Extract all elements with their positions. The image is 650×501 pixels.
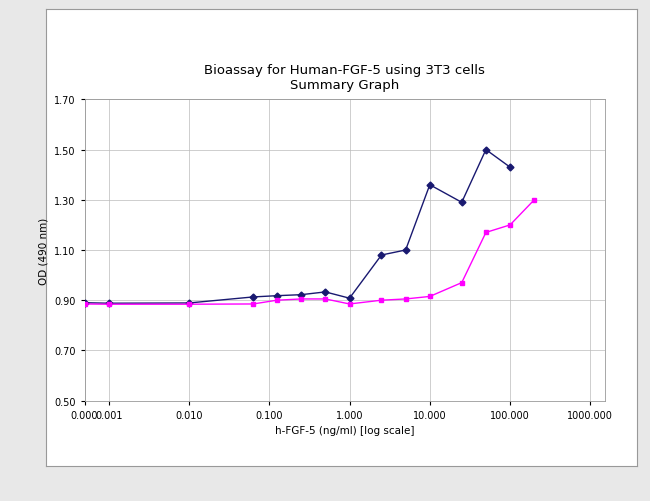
Human FGF-5; PeproTech; Cat# 100-34 <box>273 293 281 299</box>
Human FGF-5; PeproTech; Cat# 100-34 <box>81 300 88 306</box>
Human FGF-5; Competitor <box>506 222 514 228</box>
Human FGF-5; PeproTech; Cat# 100-34 <box>378 253 385 259</box>
Human FGF-5; PeproTech; Cat# 100-34 <box>458 200 465 206</box>
Title: Bioassay for Human-FGF-5 using 3T3 cells
Summary Graph: Bioassay for Human-FGF-5 using 3T3 cells… <box>204 64 485 92</box>
Human FGF-5; Competitor <box>458 280 465 286</box>
Human FGF-5; Competitor <box>105 302 112 308</box>
Human FGF-5; Competitor <box>530 197 538 203</box>
Line: Human FGF-5; PeproTech; Cat# 100-34: Human FGF-5; PeproTech; Cat# 100-34 <box>82 148 512 306</box>
Human FGF-5; PeproTech; Cat# 100-34 <box>426 182 434 188</box>
Human FGF-5; PeproTech; Cat# 100-34 <box>482 147 490 153</box>
Y-axis label: OD (490 nm): OD (490 nm) <box>38 217 48 284</box>
Human FGF-5; Competitor <box>185 302 193 308</box>
Human FGF-5; PeproTech; Cat# 100-34 <box>402 247 410 254</box>
Human FGF-5; PeproTech; Cat# 100-34 <box>249 294 257 300</box>
Human FGF-5; PeproTech; Cat# 100-34 <box>105 301 112 307</box>
Human FGF-5; Competitor <box>249 301 257 307</box>
Human FGF-5; PeproTech; Cat# 100-34 <box>346 296 354 302</box>
Human FGF-5; Competitor <box>297 296 305 302</box>
Human FGF-5; PeproTech; Cat# 100-34 <box>297 292 305 298</box>
Human FGF-5; Competitor <box>482 230 490 236</box>
Human FGF-5; Competitor <box>378 298 385 304</box>
Human FGF-5; PeproTech; Cat# 100-34 <box>185 300 193 306</box>
Human FGF-5; Competitor <box>426 294 434 300</box>
Human FGF-5; PeproTech; Cat# 100-34 <box>322 289 330 295</box>
Human FGF-5; Competitor <box>273 298 281 304</box>
X-axis label: h-FGF-5 (ng/ml) [log scale]: h-FGF-5 (ng/ml) [log scale] <box>275 425 414 435</box>
Human FGF-5; Competitor <box>322 296 330 302</box>
Human FGF-5; Competitor <box>402 296 410 302</box>
Human FGF-5; Competitor <box>81 301 88 307</box>
Human FGF-5; Competitor <box>346 301 354 307</box>
Human FGF-5; PeproTech; Cat# 100-34 <box>506 165 514 171</box>
Line: Human FGF-5; Competitor: Human FGF-5; Competitor <box>82 198 537 307</box>
